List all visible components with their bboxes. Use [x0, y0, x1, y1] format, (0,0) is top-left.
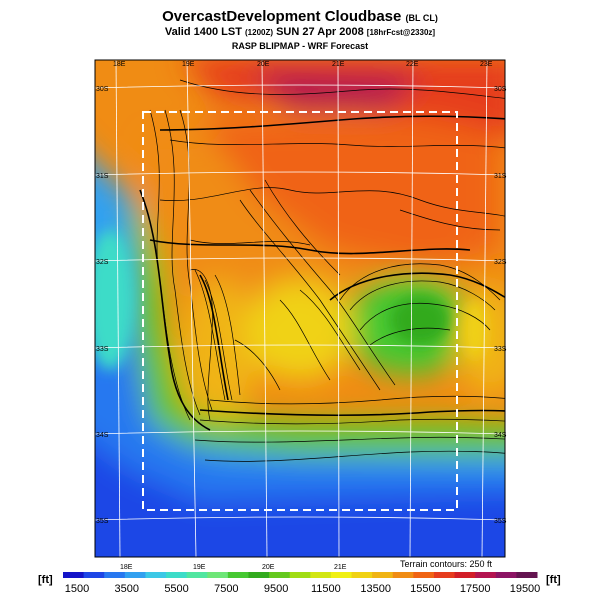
lon-label-top: 22E [406, 61, 419, 68]
colorbar-swatch [207, 572, 229, 578]
colorbar-swatch [104, 572, 126, 578]
lat-label-left: 35S [96, 518, 109, 525]
lat-label-left: 31S [96, 173, 109, 180]
colorbar-swatch [475, 572, 497, 578]
lon-label-bottom: 19E [193, 564, 206, 571]
colorbar-swatch [495, 572, 517, 578]
map-subtitle: RASP BLIPMAP - WRF Forecast [231, 41, 369, 51]
lat-label-right: 30S [494, 86, 507, 93]
colorbar-tick-label: 7500 [214, 583, 238, 595]
valid-time: Valid 1400 LST (1200Z) SUN 27 Apr 2008 [… [164, 26, 436, 38]
lat-label-right: 35S [494, 518, 507, 525]
lon-label-top: 18E [113, 61, 126, 68]
lon-label-bottom: 20E [262, 564, 275, 571]
cloudbase-contours [139, 115, 505, 431]
map-title: OvercastDevelopment Cloudbase (BL CL) [162, 8, 438, 25]
colorbar-swatch [310, 572, 332, 578]
lon-label-bottom: 18E [120, 564, 133, 571]
lat-label-left: 34S [96, 432, 109, 439]
lat-label-right: 33S [494, 346, 507, 353]
colorbar-swatch [186, 572, 208, 578]
colorbar-swatch [83, 572, 105, 578]
lat-label-left: 32S [96, 259, 109, 266]
colorbar-swatch [351, 572, 373, 578]
colorbar-tick-label: 17500 [460, 583, 491, 595]
lon-label-bottom: 21E [334, 564, 347, 571]
colorbar-swatch [124, 572, 146, 578]
colorbar-tick-label: 9500 [264, 583, 288, 595]
colorbar-swatch [454, 572, 476, 578]
colorbar-swatch [433, 572, 456, 578]
colorbar-tick-label: 11500 [311, 583, 341, 595]
colorbar-swatch [289, 572, 311, 578]
colorbar-unit-right: [ft] [546, 574, 561, 586]
lat-label-right: 31S [494, 173, 507, 180]
terrain-contour-note: Terrain contours: 250 ft [400, 559, 493, 569]
lon-label-top: 20E [257, 61, 270, 68]
lon-label-top: 23E [480, 61, 493, 68]
colorbar-swatch [248, 572, 270, 578]
colorbar-unit-left: [ft] [38, 574, 53, 586]
colorbar-swatch [413, 572, 435, 578]
lat-label-left: 33S [96, 346, 109, 353]
colorbar-swatch [372, 572, 394, 578]
colorbar-swatch [516, 572, 538, 578]
colorbar-tick-label: 15500 [410, 583, 441, 595]
title-suffix: (BL CL) [405, 13, 438, 23]
lat-label-right: 34S [494, 432, 507, 439]
colorbar [63, 572, 538, 578]
cloudbase-field [95, 60, 505, 557]
colorbar-swatch [63, 572, 85, 578]
colorbar-tick-label: 19500 [510, 583, 541, 595]
colorbar-swatch [392, 572, 414, 578]
lat-lon-grid [95, 60, 505, 557]
colorbar-tick-label: 3500 [115, 583, 139, 595]
colorbar-swatch [330, 572, 353, 578]
lon-label-top: 19E [182, 61, 195, 68]
colorbar-tick-label: 1500 [65, 583, 89, 595]
map-frame [94, 59, 506, 558]
colorbar-swatch [227, 572, 249, 578]
colorbar-tick-label: 5500 [164, 583, 188, 595]
colorbar-swatch [145, 572, 167, 578]
colorbar-swatch [166, 572, 188, 578]
lat-label-right: 32S [494, 259, 507, 266]
inner-domain-boundary [142, 111, 458, 511]
colorbar-swatch [269, 572, 291, 578]
colorbar-tick-label: 13500 [360, 583, 391, 595]
lat-label-left: 30S [96, 86, 109, 93]
lon-label-top: 21E [332, 61, 345, 68]
